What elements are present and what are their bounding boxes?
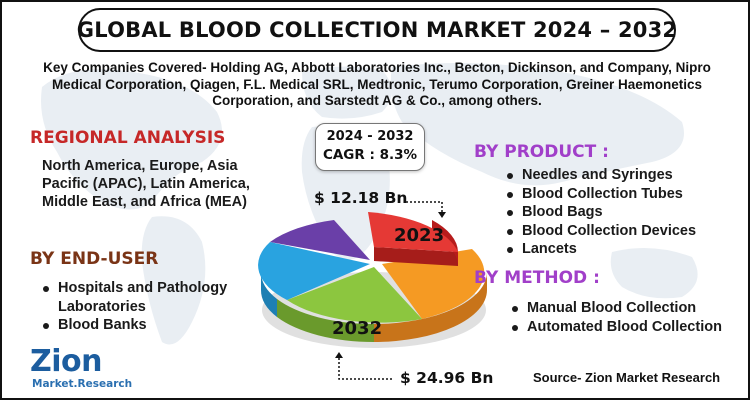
pie-slice-orange [382, 249, 485, 319]
title-banner: GLOBAL BLOOD COLLECTION MARKET 2024 – 20… [76, 8, 678, 52]
pie-slice-purple [270, 220, 370, 260]
list-item: Manual Blood Collection [507, 299, 747, 318]
pointer-2023 [406, 201, 443, 214]
value-2023: $ 12.18 Bn [314, 189, 408, 207]
pie-slice-red-side-2 [432, 220, 458, 266]
by-product-list: Needles and Syringes Blood Collection Tu… [502, 166, 742, 259]
list-item: Needles and Syringes [502, 166, 742, 185]
list-item: Blood Bags [502, 203, 742, 222]
end-user-list: Hospitals and Pathology Laboratories Blo… [38, 279, 278, 335]
by-product-heading: BY PRODUCT : [474, 142, 609, 162]
pie-label-2032: 2032 [332, 318, 382, 339]
regional-analysis-text: North America, Europe, Asia Pacific (APA… [42, 158, 250, 210]
list-item: Blood Collection Devices [502, 222, 742, 241]
cagr-box: 2024 - 2032 CAGR : 8.3% [315, 123, 425, 171]
pointer-2032-arrow [335, 352, 343, 358]
list-item: Hospitals and Pathology Laboratories [38, 279, 278, 316]
key-companies-text: Key Companies Covered- Holding AG, Abbot… [43, 60, 711, 108]
pointer-2023-arrow [438, 212, 446, 218]
list-item: Blood Collection Tubes [502, 185, 742, 204]
pie-slice-green [287, 267, 422, 323]
zion-logo: Zion Market.Research [30, 344, 140, 394]
cagr-period: 2024 - 2032 [326, 129, 414, 144]
pie-sides [260, 272, 487, 343]
pie-slice-red [368, 212, 458, 252]
pointer-2032 [338, 354, 394, 380]
source-text: Source- Zion Market Research [533, 370, 721, 385]
cagr-rate: CAGR : 8.3% [322, 147, 418, 163]
logo-tagline: Market.Research [32, 378, 133, 390]
end-user-heading: BY END-USER [30, 249, 159, 269]
value-2032: $ 24.96 Bn [400, 369, 494, 387]
list-item: Lancets [502, 240, 742, 259]
by-method-heading: BY METHOD : [474, 268, 600, 288]
by-method-list: Manual Blood Collection Automated Blood … [507, 299, 747, 336]
pie-slice-red-side [374, 247, 458, 266]
logo-name: Zion [30, 344, 103, 379]
page-title: GLOBAL BLOOD COLLECTION MARKET 2024 – 20… [76, 18, 678, 42]
list-item: Automated Blood Collection [507, 318, 747, 337]
regional-analysis-heading: REGIONAL ANALYSIS [30, 128, 226, 148]
pie-label-2023: 2023 [394, 225, 444, 246]
pie-slice-blue [258, 242, 370, 300]
list-item: Blood Banks [38, 316, 278, 335]
